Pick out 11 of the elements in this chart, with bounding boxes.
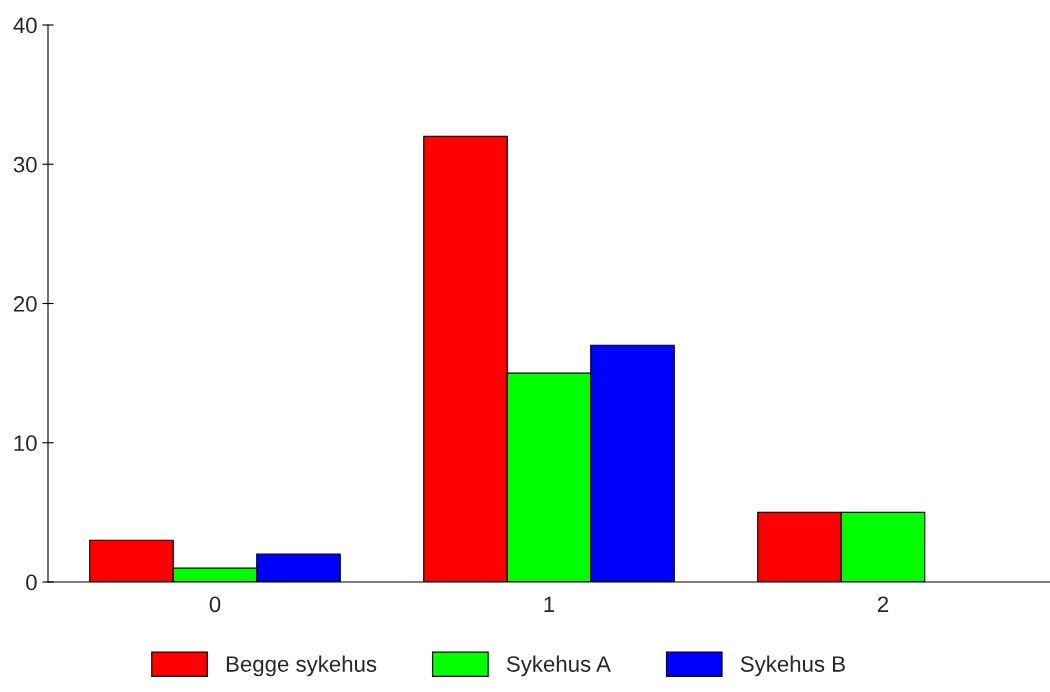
x-tick-label: 1 (544, 596, 555, 612)
y-tick-label: 40 (13, 17, 37, 34)
legend-label: Sykehus B (740, 655, 845, 677)
y-tick-label: 30 (13, 156, 37, 173)
y-tick-label: 20 (13, 296, 37, 312)
x-tick-label: 2 (877, 596, 889, 612)
legend-label: Begge sykehus (226, 655, 377, 677)
y-tick-label: 0 (26, 574, 37, 591)
legend-label: Sykehus A (506, 655, 611, 677)
x-tick-label: 0 (209, 596, 221, 613)
y-tick-label: 10 (14, 435, 37, 452)
